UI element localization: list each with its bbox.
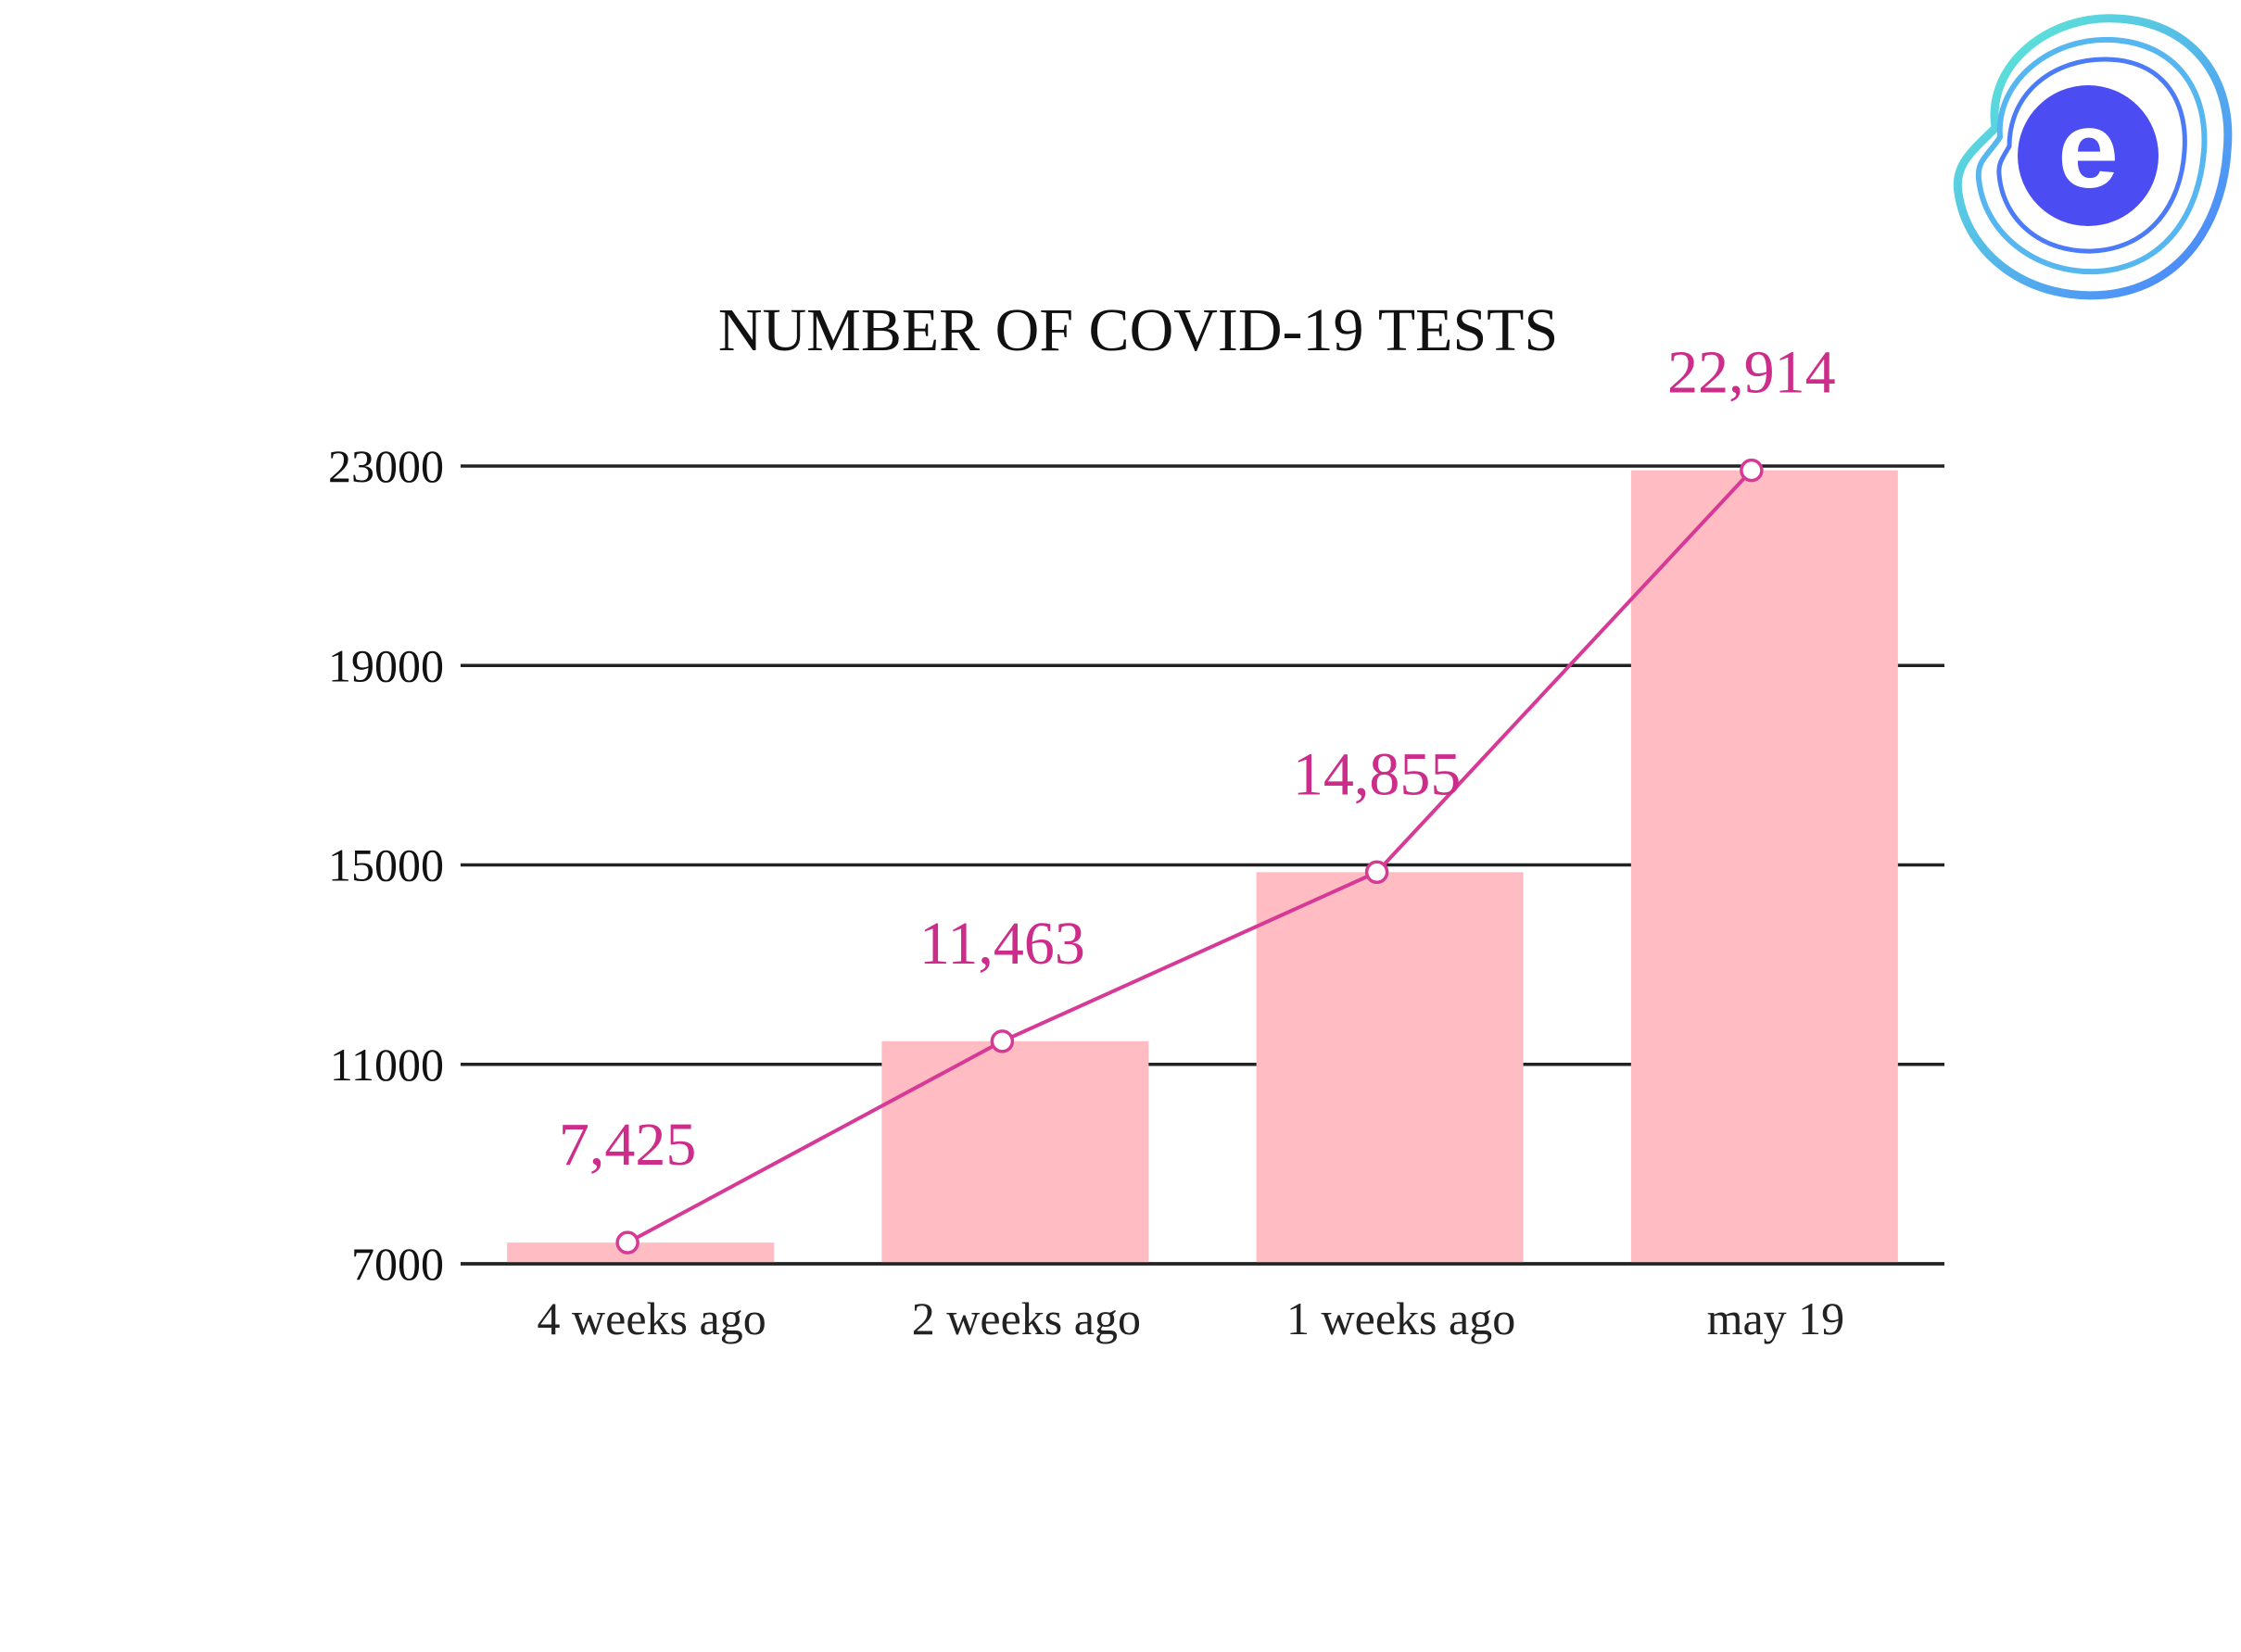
line-point-0 [615,1230,639,1255]
bar-3 [1630,470,1898,1264]
bar-1 [881,1040,1149,1264]
y-tick-label: 11000 [330,1039,444,1091]
bar-0 [507,1242,775,1264]
line-point-3 [1740,458,1764,483]
logo-inner-ring [1996,57,2187,254]
logo-outer-ring [1953,14,2233,300]
line-series-path [627,469,1754,1244]
bar-2 [1256,872,1524,1264]
logo-letter: e [2057,89,2119,211]
y-tick-label: 7000 [351,1238,444,1290]
data-label-0: 7,425 [559,1111,697,1179]
x-axis-tick-labels: 4 weeks ago 2 weeks ago 1 weeks ago may 19 [538,1293,1845,1344]
line-point-1 [990,1029,1015,1053]
logo-inner-circle [2018,85,2159,226]
chart-title: NUMBER OF COVID-19 TESTS [718,296,1558,364]
data-label-2: 14,855 [1293,740,1462,808]
e-logo-icon: e [1953,14,2233,300]
logo-middle-ring [1975,36,2208,275]
line-point-2 [1364,860,1389,885]
x-tick-label: 2 weeks ago [912,1293,1141,1344]
y-tick-label: 23000 [328,440,444,492]
x-tick-label: 1 weeks ago [1286,1293,1515,1344]
y-axis-tick-labels: 7000 11000 15000 19000 23000 [328,440,444,1290]
x-tick-label: 4 weeks ago [538,1293,766,1344]
data-label-3: 22,914 [1667,339,1836,407]
line-series [627,469,1754,1244]
y-tick-label: 15000 [328,839,444,891]
x-tick-label: may 19 [1707,1293,1845,1344]
data-labels: 7,425 11,463 14,855 22,914 [559,339,1836,1179]
line-points [615,458,1764,1255]
data-label-1: 11,463 [919,910,1085,977]
y-tick-label: 19000 [328,639,444,691]
bar-series [461,470,1944,1266]
